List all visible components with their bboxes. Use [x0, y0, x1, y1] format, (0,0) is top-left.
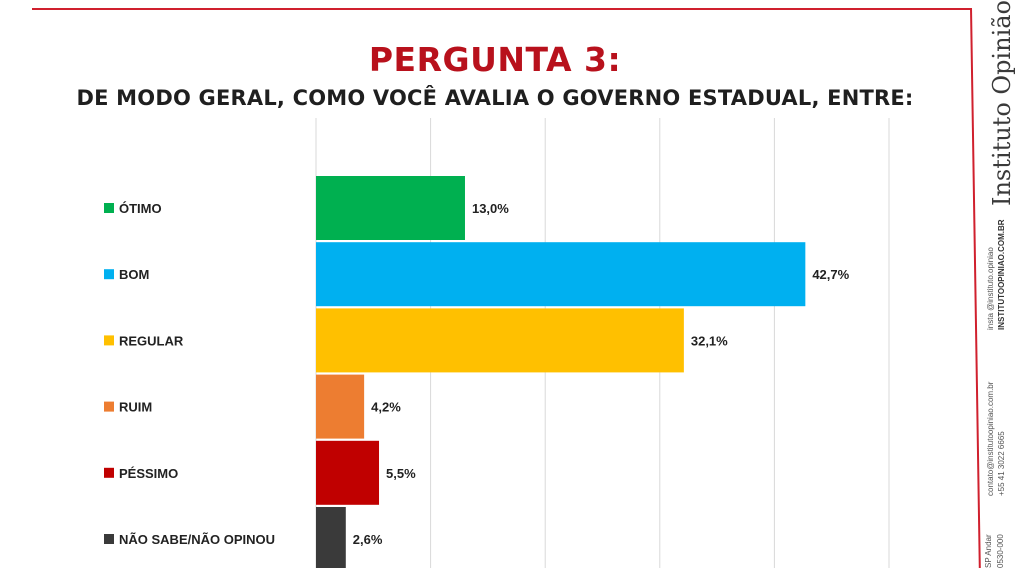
bar-chart: 13,0% 42,7% 32,1% 4,2% 5,5% 2,6% ÓTIMO BOM REGU…	[104, 118, 890, 568]
category-label: NÃO SABE/NÃO OPINOU	[119, 532, 275, 547]
website-url: INSTITUTOOPINIAO.COM.BR	[997, 219, 1006, 330]
chart-title: PERGUNTA 3:	[368, 40, 622, 79]
value-label: 13,0%	[472, 201, 509, 216]
legend-swatch	[104, 269, 114, 280]
category-label: RUIM	[119, 400, 152, 415]
value-label: 4,2%	[371, 400, 401, 415]
instagram-handle: insta @instituto.opiniao	[986, 247, 995, 330]
value-label: 5,5%	[386, 466, 416, 481]
contact-email: contato@institutoopiniao.com.br	[986, 381, 995, 496]
bar	[316, 374, 365, 439]
brand-logo: Instituto Opinião	[988, 0, 1016, 206]
legend-swatch	[104, 203, 114, 213]
bar	[316, 507, 346, 568]
bar	[316, 176, 465, 240]
address-line-2: 0530-000	[996, 534, 1005, 568]
frame-top-border	[32, 8, 972, 10]
category-label: REGULAR	[119, 333, 184, 348]
category-label: ÓTIMO	[119, 201, 162, 216]
bar	[316, 308, 684, 373]
value-label: 2,6%	[353, 532, 383, 547]
legend-swatch	[104, 467, 114, 478]
legend-swatch	[104, 401, 114, 412]
sidebar: Instituto Opinião insta @instituto.opini…	[976, 0, 1024, 568]
contact-phone: +55 41 3022 6665	[997, 431, 1006, 496]
category-labels: ÓTIMO BOM REGULAR RUIM PÉSSIMO NÃO SABE/NÃO O…	[104, 201, 275, 547]
category-label: PÉSSIMO	[119, 466, 178, 481]
bars: 13,0% 42,7% 32,1% 4,2% 5,5% 2,6%	[316, 176, 850, 568]
bar	[316, 440, 380, 505]
value-label: 32,1%	[691, 333, 728, 348]
bar	[316, 242, 806, 307]
value-label: 42,7%	[812, 267, 849, 282]
category-label: BOM	[119, 267, 149, 282]
legend-swatch	[104, 534, 114, 544]
chart-subtitle: DE MODO GERAL, COMO VOCÊ AVALIA O GOVERN…	[76, 86, 914, 110]
legend-swatch	[104, 335, 114, 346]
address-line-1: SP Andar	[984, 534, 993, 568]
